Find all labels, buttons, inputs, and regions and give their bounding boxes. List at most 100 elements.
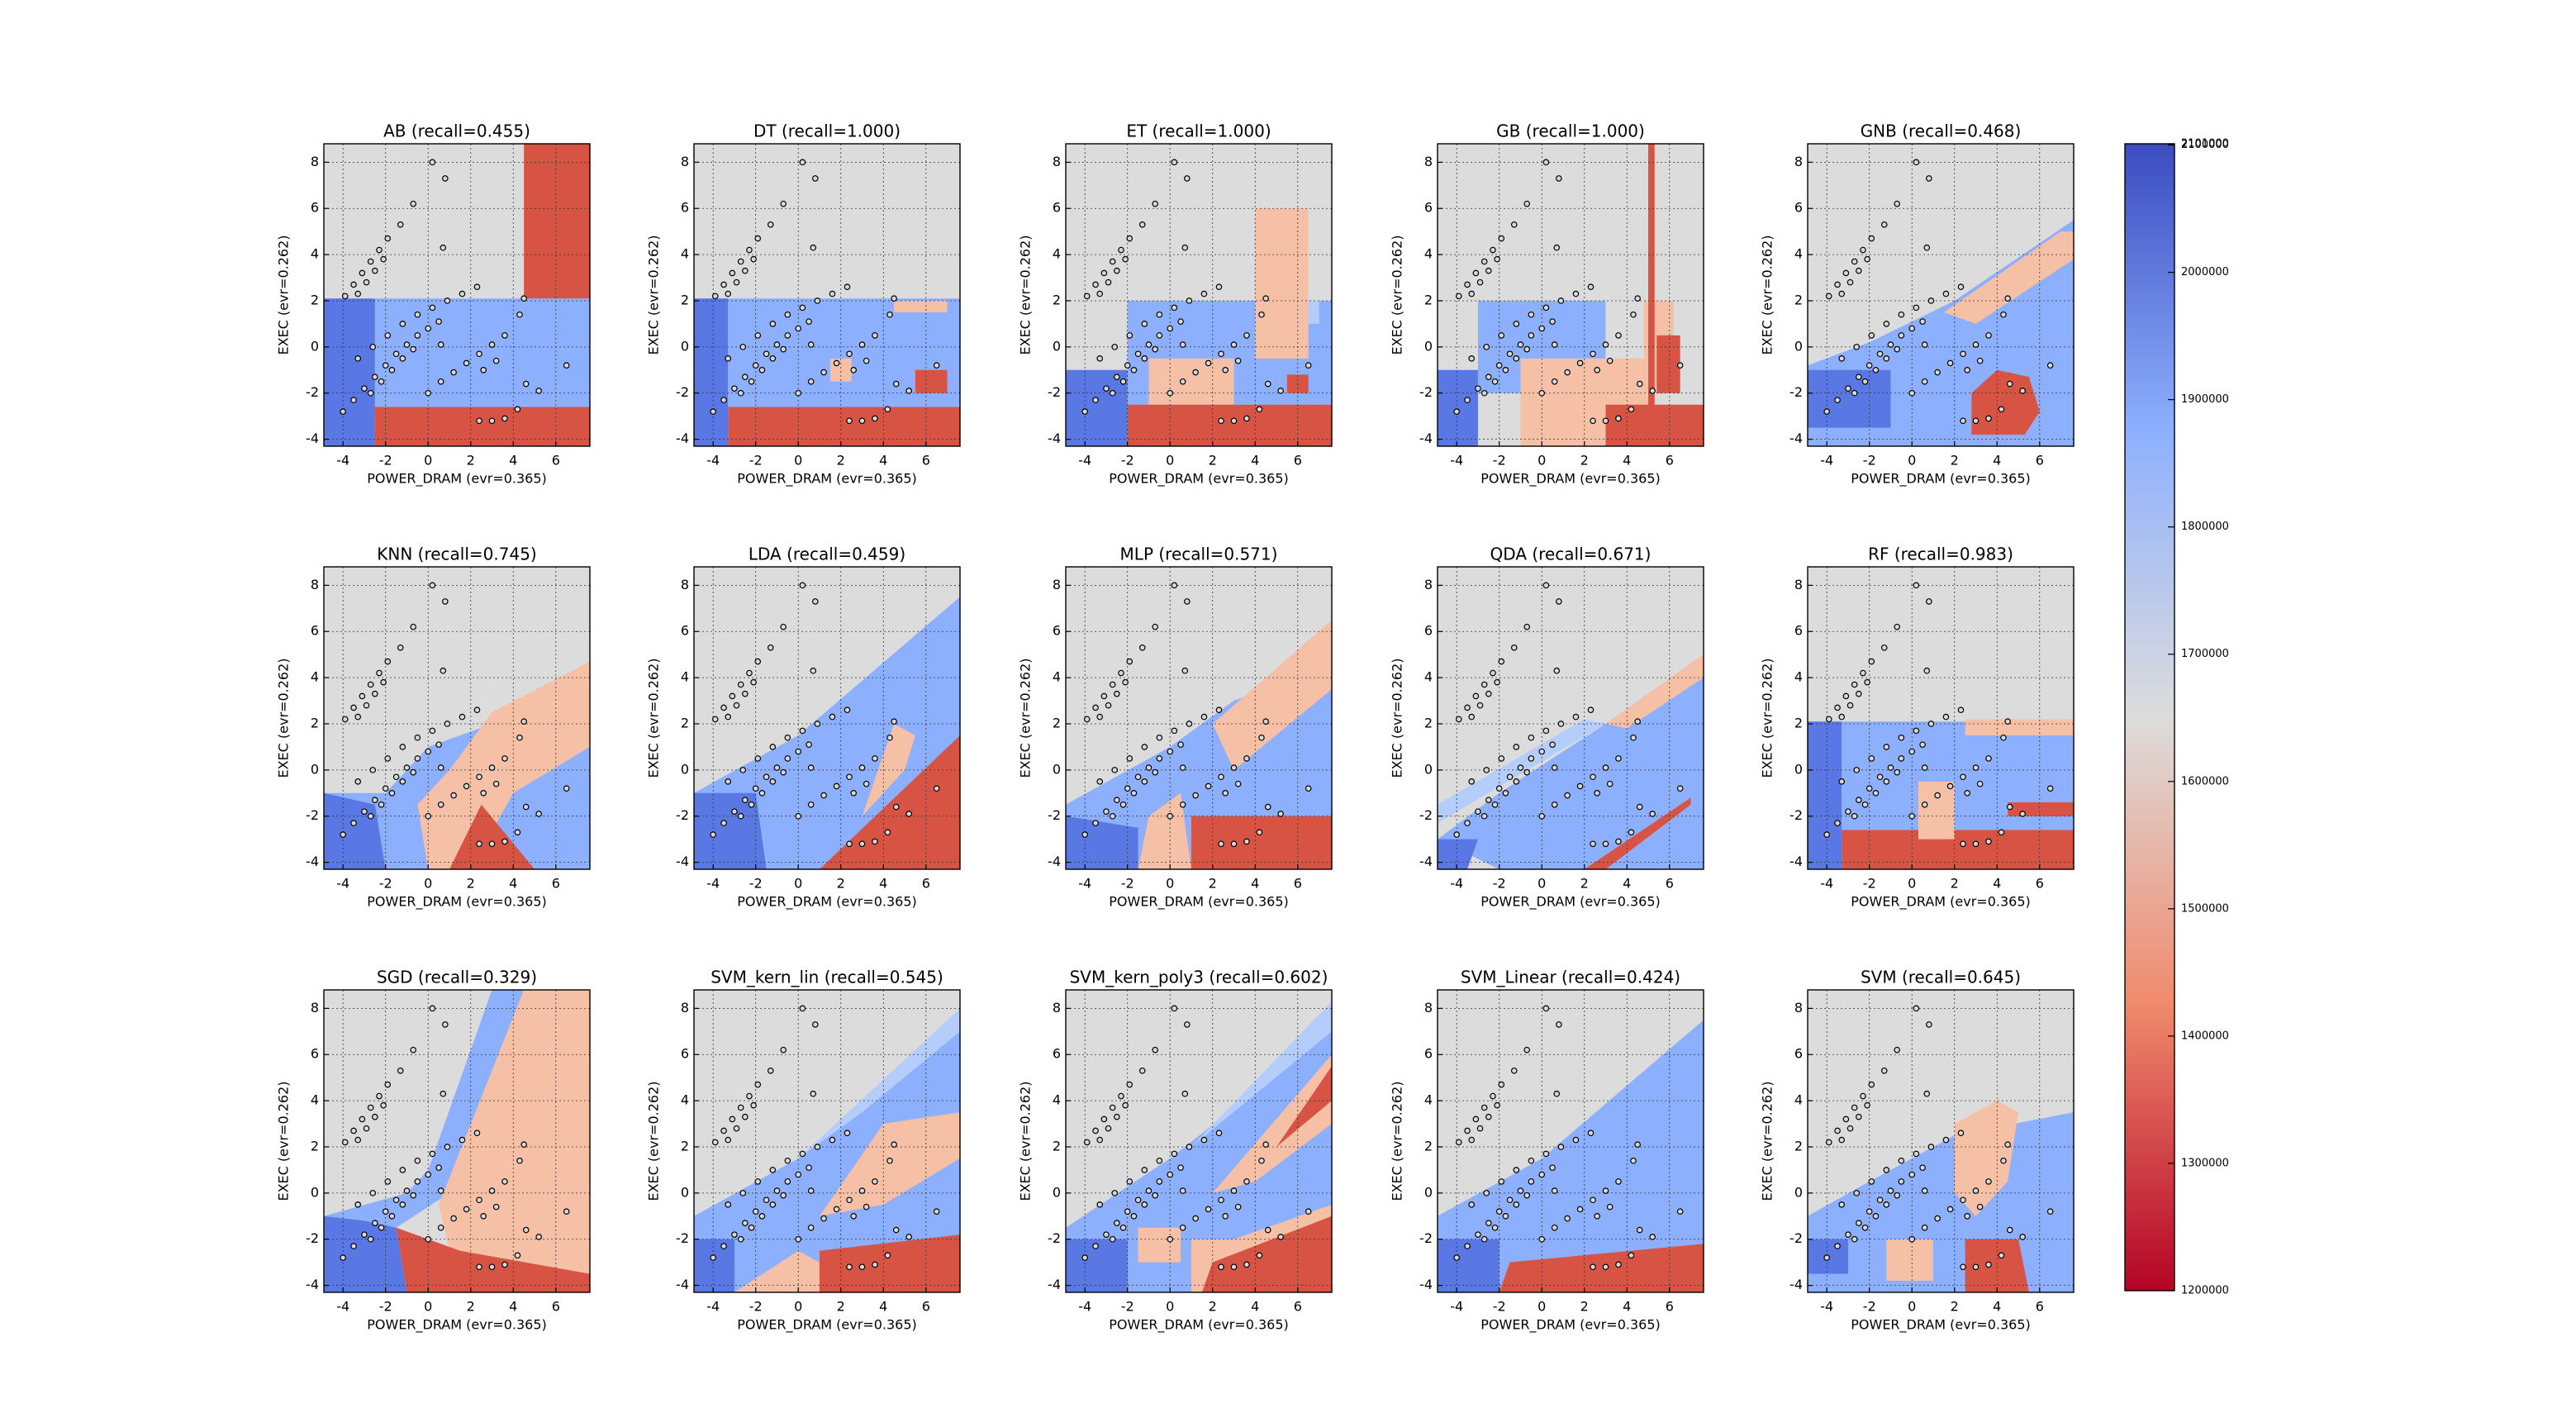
decision-regions xyxy=(694,567,960,869)
point xyxy=(1109,812,1116,820)
x-tick-label: 6 xyxy=(922,876,930,892)
point xyxy=(1676,1208,1684,1215)
point xyxy=(1109,1104,1116,1111)
point xyxy=(1205,359,1212,367)
x-tick-label: 6 xyxy=(1666,453,1674,469)
point xyxy=(384,755,392,762)
point xyxy=(359,692,366,700)
x-label: POWER_DRAM (evr=0.365) xyxy=(1851,894,2031,911)
point xyxy=(1908,1171,1916,1178)
point xyxy=(799,304,806,312)
point xyxy=(1921,341,1928,348)
y-tick-label: 4 xyxy=(1794,246,1803,262)
point xyxy=(1921,378,1928,385)
point xyxy=(2000,311,2007,318)
point xyxy=(410,768,416,776)
x-tick-label: 2 xyxy=(1209,876,1217,892)
point xyxy=(1464,397,1471,403)
point xyxy=(1184,598,1191,605)
point xyxy=(1921,1224,1928,1231)
point xyxy=(429,304,436,312)
title: GB (recall=1.000) xyxy=(1496,121,1645,141)
axes-frame xyxy=(1807,143,2075,447)
point xyxy=(1864,678,1870,686)
point xyxy=(1846,278,1854,286)
point xyxy=(1118,1092,1124,1100)
point xyxy=(380,1101,387,1109)
point xyxy=(1124,1208,1131,1215)
point xyxy=(1976,357,1984,364)
y-tick-label: 2 xyxy=(1794,1138,1803,1153)
x-tick-label: 6 xyxy=(1294,876,1302,892)
point xyxy=(1222,790,1229,797)
point xyxy=(501,1261,508,1268)
point xyxy=(1528,734,1535,741)
subplot: -4 -2 0 2 4 6 -4 -2 0 2 4 6 8 SVM_kern_poly3 (recall=… xyxy=(1018,968,1333,1334)
region xyxy=(1066,369,1128,446)
title: SVM_kern_poly3 (recall=0.602) xyxy=(1070,968,1328,987)
region xyxy=(1584,797,1691,869)
point xyxy=(1838,713,1846,721)
y-tick-label: -2 xyxy=(1048,384,1061,400)
point xyxy=(1464,820,1471,826)
point xyxy=(382,785,389,792)
x-tick-label: 2 xyxy=(467,1299,475,1315)
point xyxy=(1972,1263,1980,1271)
point xyxy=(846,840,853,848)
y-tick-label: 2 xyxy=(1794,715,1803,730)
point xyxy=(1887,341,1894,348)
point xyxy=(1485,690,1492,697)
y-tick-label: -4 xyxy=(1048,854,1061,869)
point xyxy=(1887,1187,1894,1194)
point xyxy=(1628,829,1635,836)
y-tick-label: 6 xyxy=(1794,623,1803,639)
point xyxy=(795,389,802,397)
y-tick-label: 2 xyxy=(1794,292,1803,307)
point xyxy=(729,269,736,277)
point xyxy=(1972,417,1980,425)
y-label: EXEC (evr=0.262) xyxy=(276,1081,292,1201)
point xyxy=(731,808,738,815)
point xyxy=(514,1252,521,1259)
colorbar-tick-label: 2100000 xyxy=(2181,139,2229,151)
region xyxy=(1954,1101,2019,1216)
point xyxy=(376,669,383,677)
point xyxy=(378,1224,385,1231)
y-tick-label: 6 xyxy=(681,1046,689,1062)
point xyxy=(1926,1021,1932,1028)
point xyxy=(1868,1081,1875,1088)
point xyxy=(1483,344,1490,350)
point xyxy=(1602,341,1609,348)
region xyxy=(1438,369,1478,446)
point xyxy=(1111,344,1119,350)
point xyxy=(1921,801,1928,808)
point xyxy=(1872,1213,1880,1220)
point xyxy=(1186,297,1193,304)
point xyxy=(1851,1235,1858,1243)
region xyxy=(524,144,590,299)
y-tick-label: -2 xyxy=(676,807,689,823)
point xyxy=(1860,1092,1866,1100)
subplot: -4 -2 0 2 4 6 -4 -2 0 2 4 6 8 ET (recall=1.000) POWER_… xyxy=(1018,121,1333,488)
point xyxy=(729,692,736,700)
point xyxy=(784,1157,791,1164)
point xyxy=(1913,582,1920,589)
point xyxy=(1972,764,1980,771)
x-tick-label: 0 xyxy=(1166,876,1174,892)
point xyxy=(414,311,421,318)
point xyxy=(1502,367,1509,373)
point xyxy=(820,369,827,376)
point xyxy=(806,741,812,748)
point xyxy=(459,1136,466,1144)
point xyxy=(720,397,727,403)
point xyxy=(742,797,749,803)
point xyxy=(905,1234,912,1240)
point xyxy=(1114,373,1120,380)
y-tick-label: 8 xyxy=(1053,577,1061,592)
point xyxy=(1480,258,1488,265)
point xyxy=(1109,681,1116,688)
point xyxy=(1277,1234,1284,1240)
point xyxy=(846,1196,853,1204)
region xyxy=(819,1112,960,1216)
point xyxy=(1205,1206,1212,1213)
